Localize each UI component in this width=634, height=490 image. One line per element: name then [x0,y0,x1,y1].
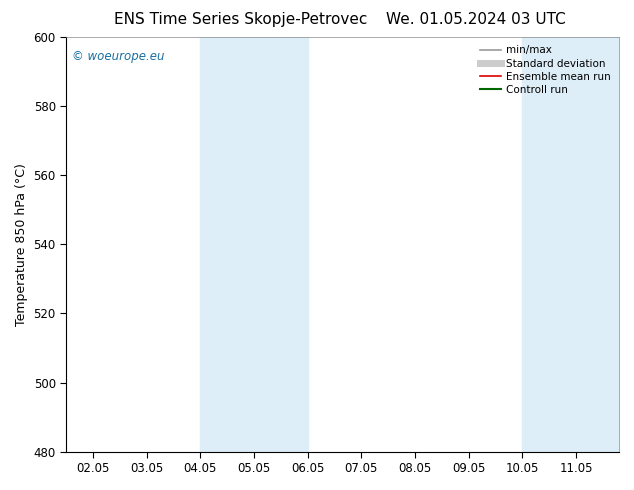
Text: ENS Time Series Skopje-Petrovec: ENS Time Series Skopje-Petrovec [114,12,368,27]
Legend: min/max, Standard deviation, Ensemble mean run, Controll run: min/max, Standard deviation, Ensemble me… [477,42,614,98]
Text: We. 01.05.2024 03 UTC: We. 01.05.2024 03 UTC [385,12,566,27]
Text: © woeurope.eu: © woeurope.eu [72,49,164,63]
Bar [254,37,307,452]
Bar [522,37,576,452]
Y-axis label: Temperature 850 hPa (°C): Temperature 850 hPa (°C) [15,163,28,326]
Bar [200,37,254,452]
Bar [576,37,619,452]
